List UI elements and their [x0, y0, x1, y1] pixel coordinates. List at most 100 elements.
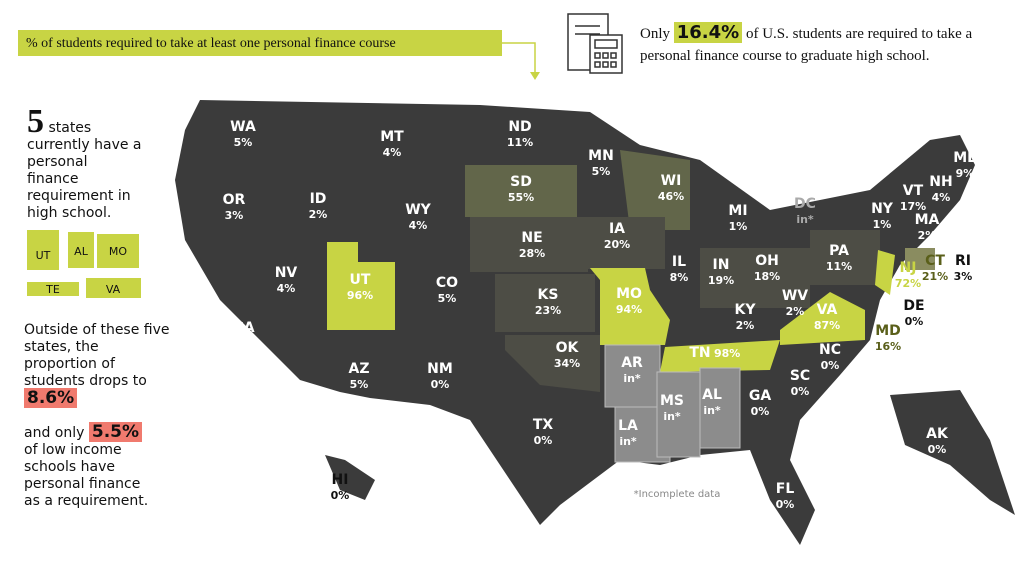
state-value: 1% — [873, 218, 892, 231]
state-label: HI — [332, 472, 349, 488]
state-label: MA — [915, 212, 940, 228]
low-income-prefix: and only — [24, 425, 85, 441]
state-label: AK — [926, 426, 949, 442]
state-label: MO — [616, 286, 642, 302]
alaska — [890, 390, 1015, 515]
state-label: VA — [817, 302, 838, 318]
state-value: 18% — [754, 270, 780, 283]
state-value: 23% — [535, 304, 561, 317]
state-label: MN — [588, 148, 614, 164]
state-label: CO — [436, 275, 458, 291]
outside-block: Outside of these five states, the propor… — [24, 322, 174, 408]
state-value: 8% — [670, 271, 689, 284]
state-value: 4% — [277, 282, 296, 295]
state-label: VT — [903, 183, 924, 199]
state-value: 46% — [658, 190, 684, 203]
low-income-value: 5.5% — [88, 422, 143, 442]
state-value: 34% — [554, 357, 580, 370]
state-value: 4% — [409, 219, 428, 232]
state-label: OR — [223, 192, 246, 208]
state-label: GA — [749, 388, 771, 404]
mid-states — [465, 150, 690, 230]
ct-shape — [905, 248, 935, 270]
dark-olive-states — [470, 217, 880, 392]
state-label: RI — [955, 253, 971, 269]
state-label: NJ — [900, 260, 917, 276]
state-label: KY — [735, 302, 757, 318]
state-label: FL — [776, 481, 795, 497]
state-label: CA — [233, 320, 254, 336]
state-value: in* — [796, 213, 814, 226]
footnote: *Incomplete data — [634, 489, 721, 500]
state-label: UT — [350, 272, 371, 288]
state-label: PA — [829, 243, 849, 259]
state-value: in* — [663, 410, 681, 423]
state-value: 21% — [922, 270, 948, 283]
state-value: 94% — [616, 303, 642, 316]
state-label: TX — [533, 417, 554, 433]
icon-label: TE — [45, 283, 60, 296]
state-value: 1% — [729, 220, 748, 233]
stat-value: 16.4% — [673, 22, 743, 43]
state-label: NE — [521, 230, 542, 246]
state-label: DC — [794, 196, 816, 212]
state-label: MS — [660, 393, 684, 409]
low-income-text: of low income schools have personal fina… — [24, 442, 149, 509]
state-value: 0% — [791, 385, 810, 398]
state-value: in* — [623, 372, 641, 385]
icon-label: UT — [36, 249, 51, 262]
state-label: NM — [427, 361, 453, 377]
state-value: 17% — [900, 200, 926, 213]
count: 5 — [27, 103, 44, 140]
state-label: WI — [661, 173, 682, 189]
state-label: WV — [782, 288, 808, 304]
state-value: 0% — [331, 489, 350, 502]
receipt-icon — [567, 13, 623, 74]
state-label: KS — [538, 287, 559, 303]
state-value: 4% — [383, 146, 402, 159]
state-value: 0% — [751, 405, 770, 418]
state-label: NC — [819, 342, 841, 358]
count-block: 5 states currently have a personal finan… — [27, 105, 142, 222]
state-value: 5% — [592, 165, 611, 178]
legend-bar — [18, 30, 502, 56]
state-value: 19% — [708, 274, 734, 287]
state-value: 2% — [918, 229, 937, 242]
state-label: SD — [510, 174, 532, 190]
state-label: IA — [609, 221, 625, 237]
state-label: ND — [508, 119, 531, 135]
state-label: AR — [621, 355, 643, 371]
state-label: AZ — [349, 361, 370, 377]
state-label: MI — [728, 203, 747, 219]
state-value: 0% — [821, 359, 840, 372]
state-value: 87% — [814, 319, 840, 332]
incomplete-states — [604, 344, 741, 463]
state-label: SC — [790, 368, 810, 384]
state-value: 55% — [508, 191, 534, 204]
state-value: 4% — [932, 191, 951, 204]
state-label: OH — [755, 253, 779, 269]
state-label: MT — [380, 129, 404, 145]
state-value: 0% — [431, 378, 450, 391]
state-value: in* — [703, 404, 721, 417]
state-value: 0% — [905, 315, 924, 328]
state-label: NY — [871, 201, 894, 217]
state-value: 0% — [928, 443, 947, 456]
arrow-head — [530, 72, 540, 80]
stat-suffix: of U.S. students are required to take a … — [640, 26, 973, 64]
state-label: WY — [405, 202, 431, 218]
state-label: NV — [275, 265, 298, 281]
state-label: NH — [929, 174, 952, 190]
state-value: 2% — [786, 305, 805, 318]
icon-labels: UT AL MO TE VA — [36, 245, 128, 296]
state-value: 3% — [954, 270, 973, 283]
state-value: 5% — [234, 136, 253, 149]
state-value: 2% — [736, 319, 755, 332]
outside-text: Outside of these five states, the propor… — [24, 322, 170, 389]
stat: Only 16.4% of U.S. students are required… — [640, 22, 990, 67]
icon-label: AL — [74, 245, 89, 258]
state-value: 9% — [956, 167, 975, 180]
